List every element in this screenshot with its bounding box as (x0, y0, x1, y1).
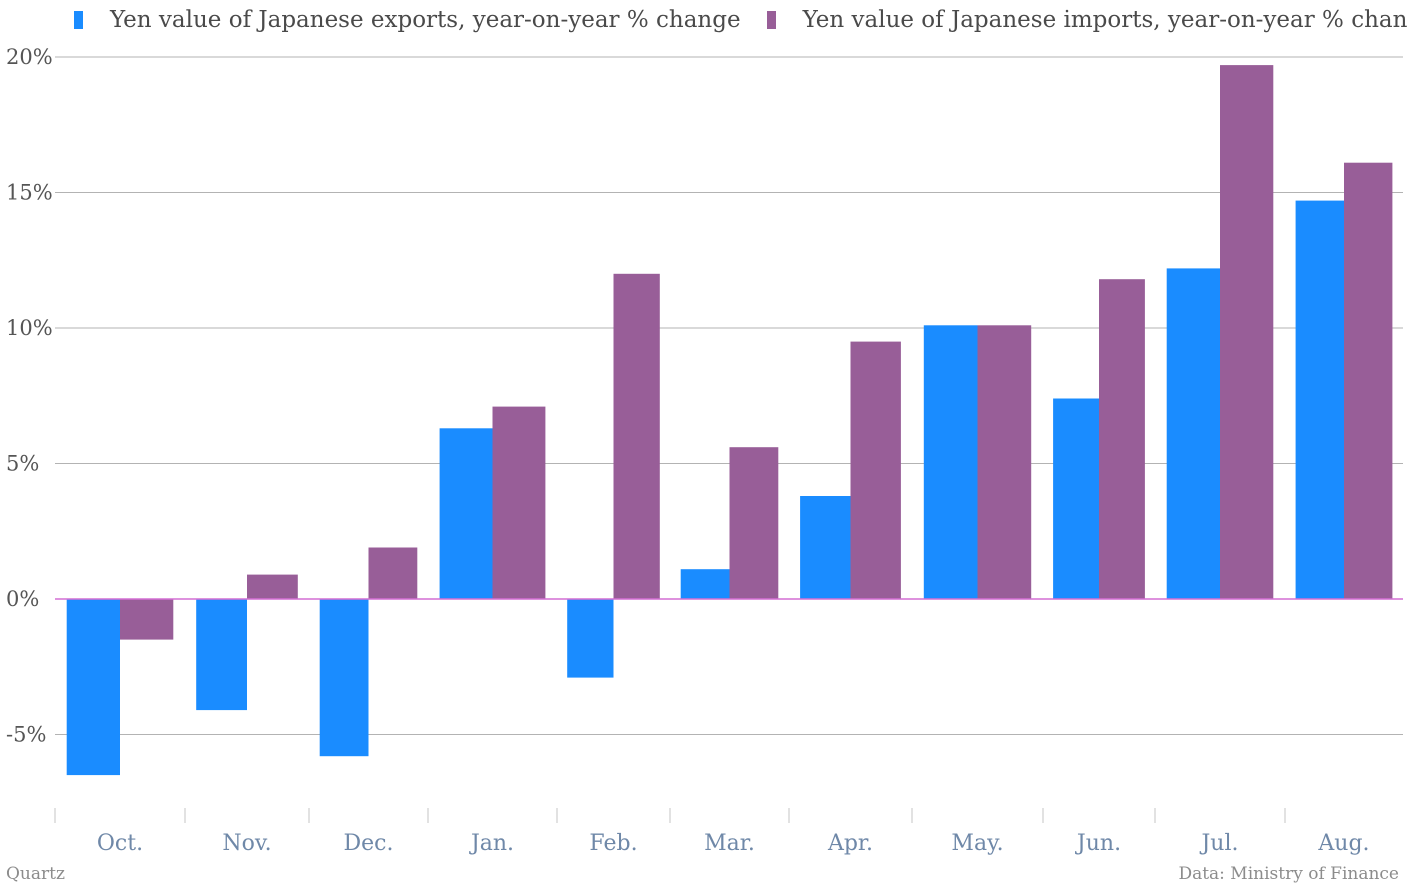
data-source: Data: Ministry of Finance (1178, 864, 1399, 884)
bar-imports (247, 574, 298, 599)
bars (66, 65, 1393, 776)
bar-imports (977, 325, 1032, 599)
bar-exports (1053, 398, 1099, 599)
x-tick-label: Nov. (222, 831, 271, 856)
legend-label-imports: Yen value of Japanese imports, year-on-y… (802, 7, 1407, 33)
bar-imports (1344, 162, 1393, 599)
bar-exports (923, 325, 978, 599)
bar-exports (680, 569, 730, 599)
x-tick-label: Aug. (1317, 831, 1369, 856)
legend-swatch-imports (766, 11, 776, 29)
bar-imports (492, 406, 546, 599)
legend-label-exports: Yen value of Japanese exports, year-on-y… (110, 7, 741, 33)
bar-exports (439, 428, 493, 599)
x-tick-label: May. (951, 831, 1003, 856)
bar-exports (319, 599, 369, 757)
x-tick-label: Jul. (1199, 831, 1238, 856)
bar-exports (567, 599, 614, 678)
bar-exports (66, 599, 120, 776)
bar-imports (1099, 279, 1145, 599)
legend-item-imports: Yen value of Japanese imports, year-on-y… (766, 7, 1407, 33)
bar-imports (613, 273, 660, 599)
y-axis-tick-labels: -5% 0% 5% 10% 15% 20% (6, 45, 53, 747)
x-tick-label: Jan. (469, 831, 514, 856)
bar-exports (196, 599, 247, 711)
y-tick-label: 20% (6, 45, 53, 69)
y-tick-label: 0% (6, 587, 39, 611)
x-tick-label: Oct. (97, 831, 143, 856)
legend-item-exports: Yen value of Japanese exports, year-on-y… (74, 7, 741, 33)
bar-imports (368, 547, 418, 599)
legend-swatch-exports (74, 11, 83, 29)
y-tick-label: -5% (6, 723, 46, 747)
bar-imports (850, 341, 901, 599)
x-tick-label: Feb. (589, 831, 637, 856)
bar-exports (800, 496, 851, 599)
bar-imports (120, 599, 174, 640)
chart-legend: Yen value of Japanese exports, year-on-y… (74, 4, 1407, 36)
x-tick-label: Apr. (827, 831, 873, 856)
y-tick-label: 10% (6, 316, 53, 340)
x-tick-label: Jun. (1075, 831, 1121, 856)
source-credit: Quartz (6, 864, 65, 884)
bar-imports (729, 447, 779, 599)
bar-imports (1220, 65, 1274, 600)
y-tick-label: 5% (6, 452, 39, 476)
bar-exports (1295, 200, 1344, 599)
x-tick-label: Dec. (344, 831, 394, 856)
x-tick-label: Mar. (704, 831, 755, 856)
bar-exports (1166, 268, 1220, 599)
x-axis: Oct. Nov. Dec. Jan. Feb. Mar. Apr. May. Jun. Jul.… (54, 808, 1370, 856)
y-tick-label: 15% (6, 181, 53, 205)
